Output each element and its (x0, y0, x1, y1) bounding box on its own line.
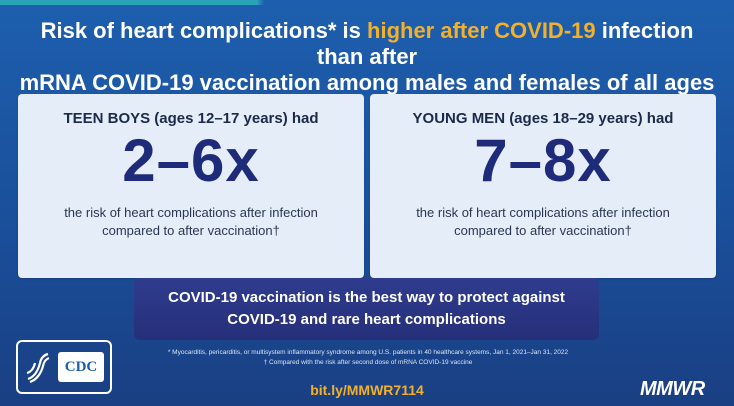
headline-part-2: infection than after (316, 18, 694, 69)
card-description-line-1: the risk of heart complications after in… (416, 205, 670, 220)
headline: Risk of heart complications* is higher a… (18, 18, 716, 96)
footnote-2: † Compared with the risk after second do… (263, 359, 473, 366)
footnotes: * Myocarditis, pericarditis, or multisys… (118, 348, 618, 368)
card-young-men: YOUNG MEN (ages 18–29 years) had 7–8x th… (370, 94, 716, 278)
mmwr-short-link[interactable]: bit.ly/MMWR7114 (310, 382, 424, 398)
headline-highlight: higher after COVID-19 (367, 18, 596, 43)
risk-figure: 7–8x (474, 127, 612, 194)
card-teen-boys: TEEN BOYS (ages 12–17 years) had 2–6x th… (18, 94, 364, 278)
cdc-logo: CDC (58, 352, 104, 382)
headline-line-1: Risk of heart complications* is higher a… (18, 18, 716, 70)
mmwr-logo: MMWR (640, 378, 705, 400)
callout-line-1: COVID-19 vaccination is the best way to … (168, 289, 565, 306)
card-description: the risk of heart complications after in… (30, 204, 352, 240)
hhs-eagle-icon (26, 352, 50, 384)
top-accent-bar (0, 0, 734, 5)
card-description-line-2: compared to after vaccination† (102, 223, 280, 238)
headline-part-1: Risk of heart complications* is (40, 18, 368, 43)
footnote-1: * Myocarditis, pericarditis, or multisys… (167, 349, 569, 356)
hhs-cdc-logo: CDC (16, 340, 112, 394)
callout-line-2: COVID-19 and rare heart complications (227, 311, 506, 328)
headline-line-2: mRNA COVID-19 vaccination among males an… (19, 70, 715, 95)
card-description-line-2: compared to after vaccination† (454, 223, 632, 238)
callout-banner: COVID-19 vaccination is the best way to … (134, 278, 599, 340)
risk-figure: 2–6x (122, 127, 260, 194)
card-description: the risk of heart complications after in… (382, 204, 704, 240)
card-title: YOUNG MEN (ages 18–29 years) had (412, 110, 674, 127)
card-description-line-1: the risk of heart complications after in… (64, 205, 318, 220)
card-title: TEEN BOYS (ages 12–17 years) had (63, 110, 319, 127)
